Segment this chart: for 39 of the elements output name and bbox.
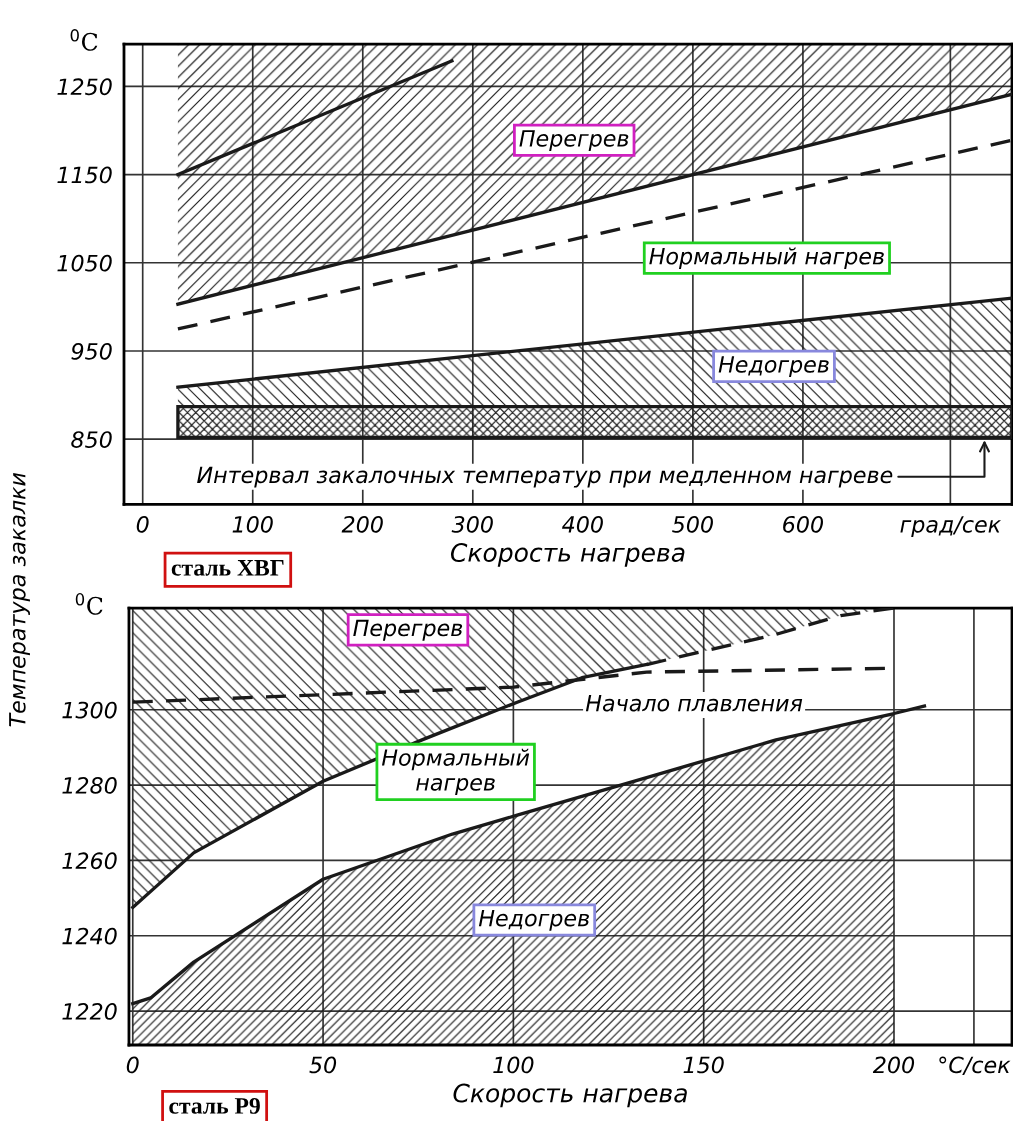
x-tick-label: 100	[493, 1056, 534, 1074]
x-axis-title: Скорость нагрева	[453, 1083, 687, 1108]
x-tick-label: 400	[562, 515, 603, 533]
annotation: Перегрев	[353, 619, 463, 641]
y-tick-label: 1050	[57, 254, 112, 272]
y-tick-label: 850	[71, 431, 112, 448]
text: сталь Р9	[169, 1097, 260, 1114]
text: Температура закалки	[9, 472, 30, 727]
annotation: Нормальный нагрев	[649, 247, 884, 269]
x-tick-label: 50	[309, 1056, 337, 1074]
annotation: Перегрев	[519, 130, 629, 152]
annotation: Нормальный нагрев	[381, 748, 530, 796]
x-tick-label: 200	[341, 515, 383, 533]
text: сталь ХВГ	[171, 560, 284, 576]
x-tick-label: °C/сек	[939, 1056, 1011, 1076]
x-tick-label: 100	[232, 515, 273, 533]
y-tick-label: 1240	[62, 927, 117, 945]
x-tick-label: 600	[783, 515, 824, 533]
y-tick-label: 1220	[62, 1003, 117, 1020]
y-axis-title: $^{0}$C	[75, 593, 103, 615]
annotation: Недогрев	[478, 909, 589, 931]
y-tick-label: 950	[71, 342, 112, 360]
x-tick-label: град/сек	[900, 516, 1001, 538]
y-axis-title: $^{0}$C	[70, 29, 98, 51]
annotation: Недогрев	[718, 356, 829, 378]
x-tick-label: 300	[451, 515, 493, 533]
y-tick-label: 1260	[62, 852, 117, 870]
x-tick-label: 200	[872, 1056, 915, 1074]
y-tick-label: 1150	[57, 166, 112, 184]
x-tick-label: 150	[683, 1056, 724, 1074]
x-axis-title: Скорость нагрева	[450, 543, 685, 567]
y-tick-label: 1300	[62, 701, 117, 719]
annotation: Начало плавления	[585, 694, 803, 712]
x-tick-label: 0	[136, 515, 149, 533]
x-tick-label: 0	[126, 1056, 139, 1074]
annotation: Интервал закалочных температур при медленном нагреве	[197, 466, 893, 488]
y-tick-label: 1250	[57, 78, 112, 96]
x-tick-label: 500	[672, 515, 713, 533]
y-tick-label: 1280	[62, 777, 117, 794]
